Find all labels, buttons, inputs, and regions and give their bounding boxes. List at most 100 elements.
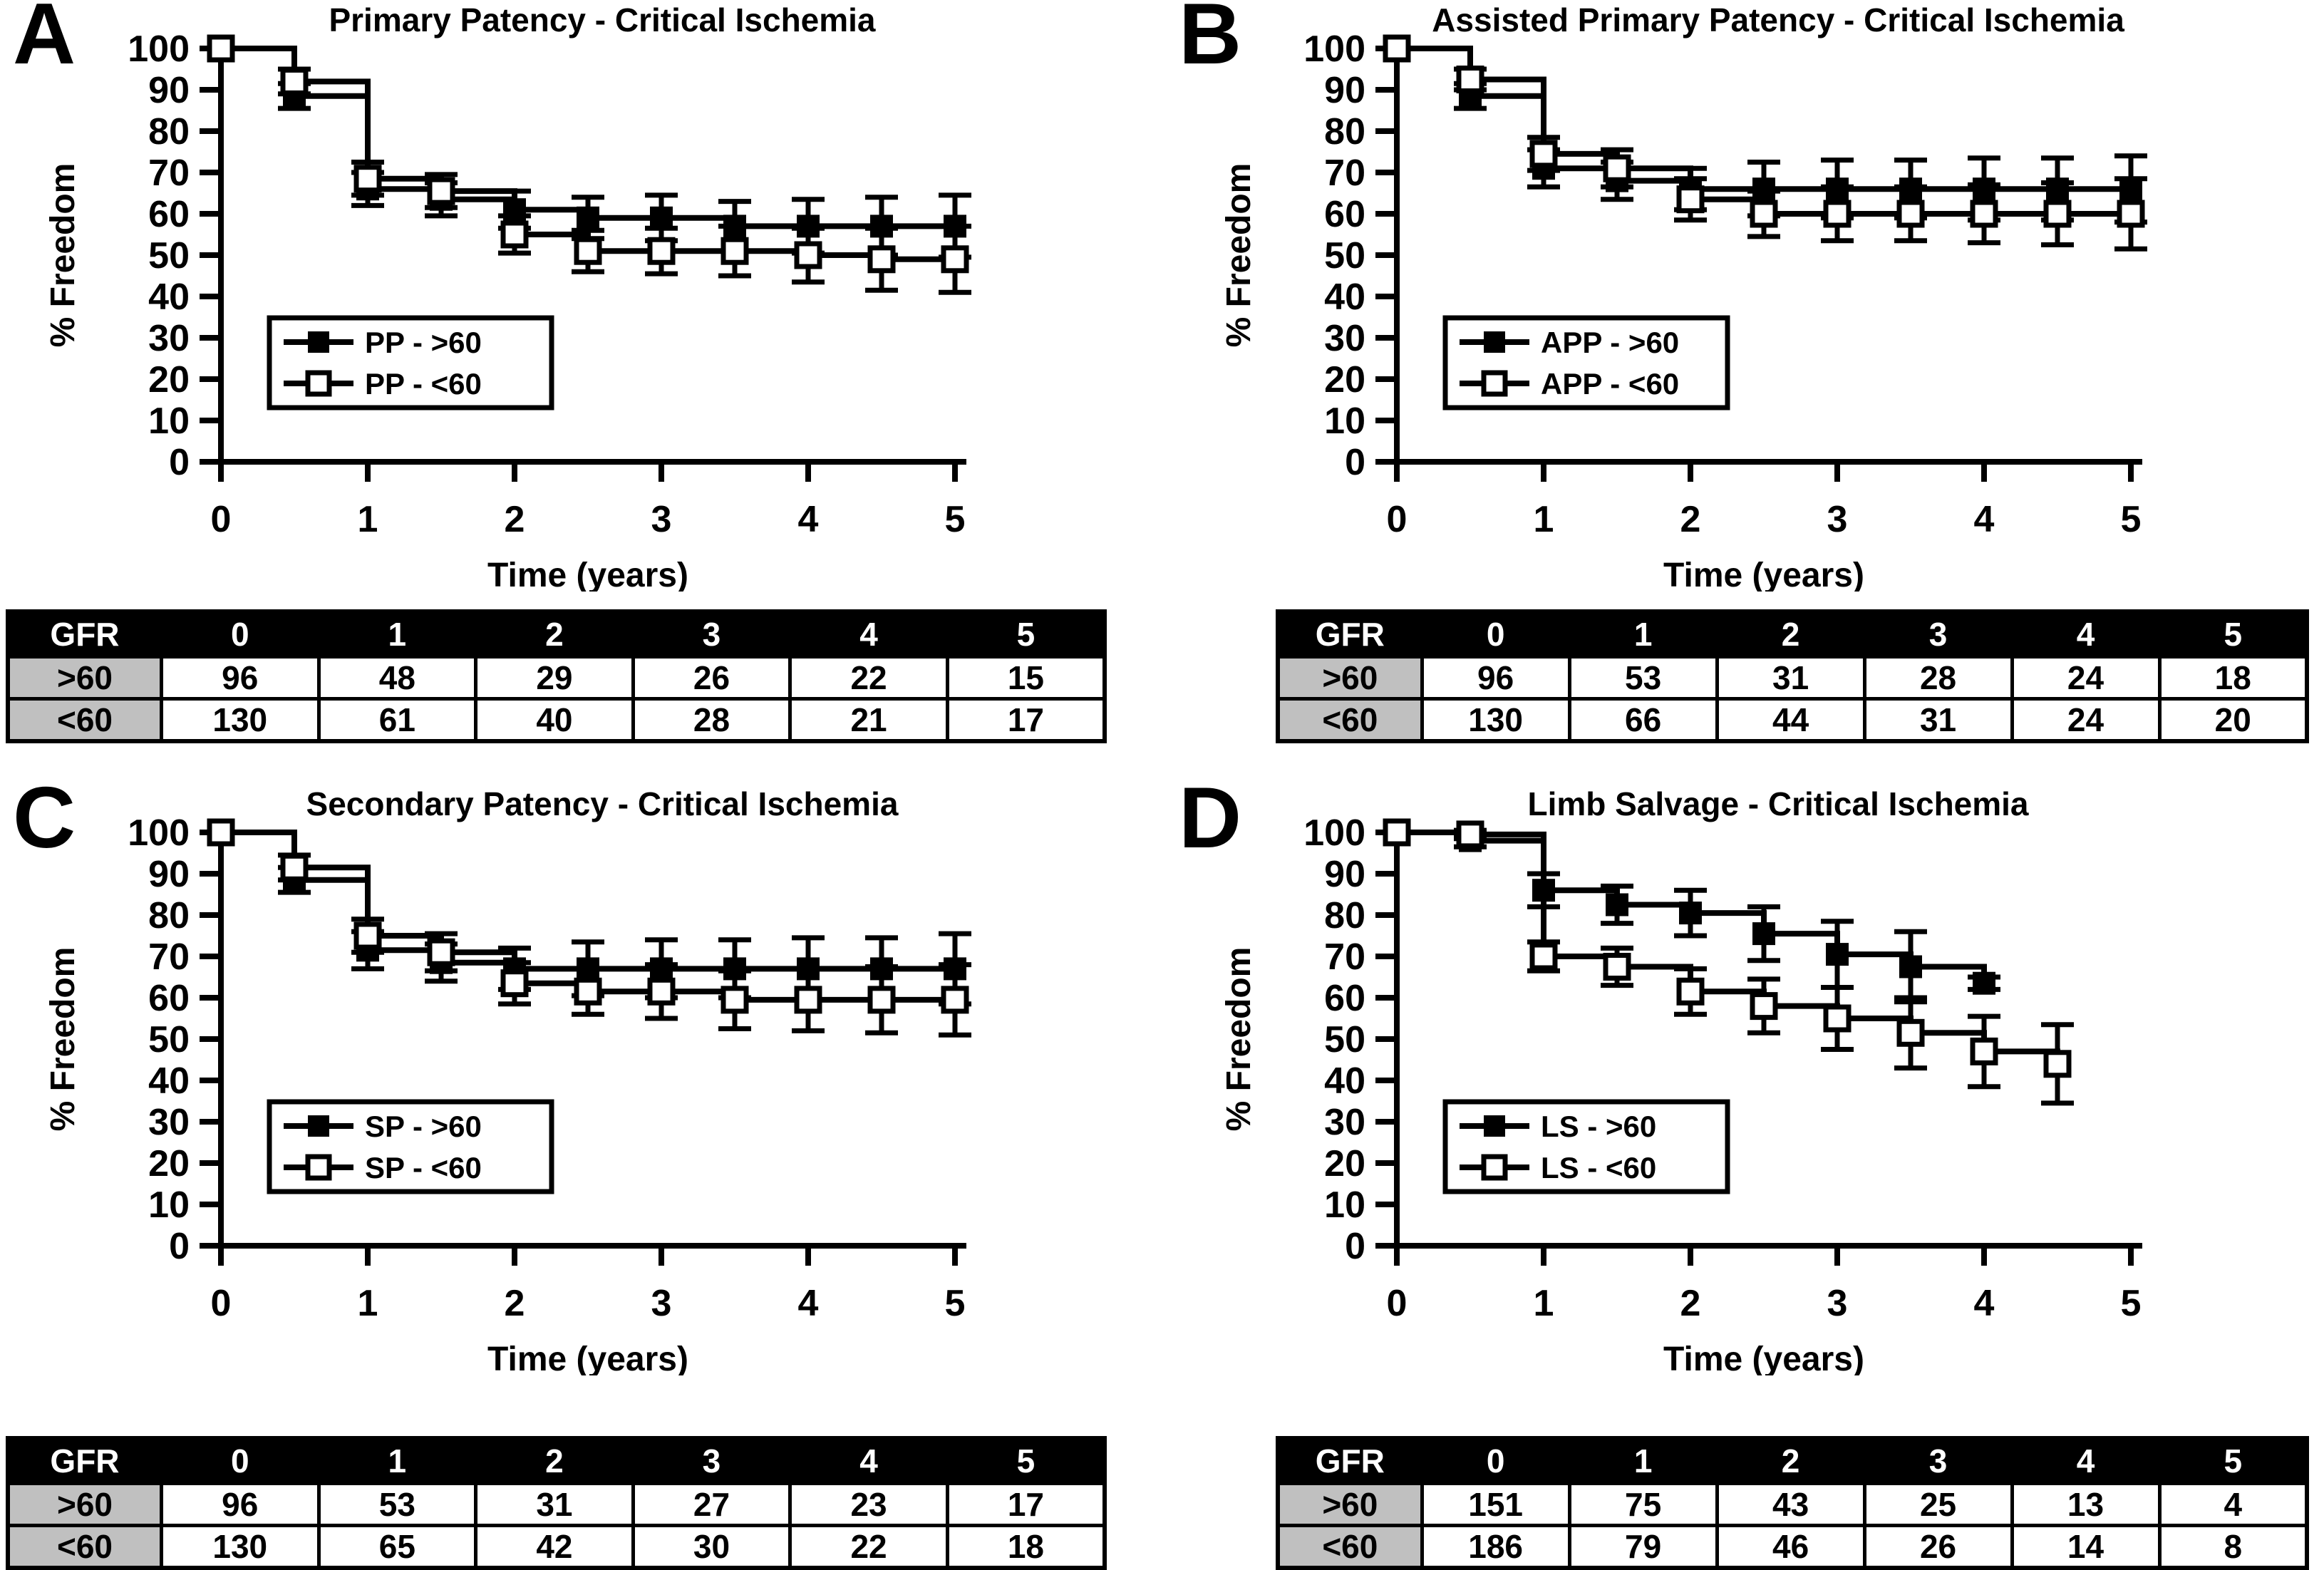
table-header-cell: 2 — [474, 609, 635, 659]
table-cell: 26 — [1862, 1524, 2014, 1570]
marker-filled-square — [944, 957, 966, 981]
table-header-cell: 5 — [945, 609, 1107, 659]
legend-label: APP - >60 — [1541, 326, 1679, 359]
marker-open-square — [1529, 140, 1558, 168]
y-tick-label: 20 — [148, 1143, 190, 1184]
marker-filled-square — [1899, 177, 1922, 201]
y-tick-label: 90 — [1324, 854, 1365, 895]
table-header-cell: 1 — [1567, 609, 1719, 659]
marker-filled-square — [797, 215, 820, 238]
table-cell: 31 — [474, 1482, 635, 1527]
marker-open-square — [941, 245, 969, 274]
x-axis-label: Time (years) — [1663, 557, 1864, 592]
marker-filled-square — [2119, 177, 2142, 201]
row-label-cell: <60 — [1276, 697, 1424, 743]
legend-marker-filled-square — [308, 331, 329, 353]
y-tick-label: 90 — [1324, 70, 1365, 111]
x-tick-label: 1 — [358, 1283, 378, 1324]
marker-open-square — [207, 34, 235, 63]
y-tick-label: 0 — [169, 1226, 190, 1267]
table-header-cell: 5 — [2157, 1436, 2309, 1485]
x-tick-label: 5 — [2121, 499, 2142, 540]
x-tick-label: 4 — [1974, 499, 1995, 540]
table-cell: 30 — [631, 1524, 792, 1570]
km-chart: Primary Patency - Critical Ischemia10090… — [44, 1, 971, 592]
x-tick-label: 0 — [211, 1283, 232, 1324]
y-tick-label: 10 — [1324, 401, 1365, 442]
axes — [1375, 41, 2142, 482]
x-tick-label: 1 — [358, 499, 378, 540]
row-label-cell: >60 — [1276, 1482, 1424, 1527]
marker-filled-square — [650, 206, 673, 229]
table-cell: 130 — [159, 1524, 321, 1570]
table-cell: 75 — [1567, 1482, 1719, 1527]
table-row: >60 96 53 31 28 24 18 — [1276, 655, 2309, 701]
chart-title: Limb Salvage - Critical Ischemia — [1527, 785, 2028, 822]
row-label-cell: <60 — [6, 697, 163, 743]
marker-filled-square — [2046, 177, 2069, 201]
marker-open-square — [427, 177, 455, 205]
panel-letter: C — [13, 769, 76, 866]
marker-open-square — [794, 986, 822, 1014]
y-tick-label: 30 — [148, 318, 190, 359]
marker-open-square — [1603, 953, 1631, 981]
y-tick-label: 80 — [1324, 111, 1365, 153]
table-cell: 44 — [1715, 697, 1866, 743]
panel-a: A Primary Patency - Critical Ischemia 100… — [0, 0, 1162, 784]
legend-marker-open-square — [305, 370, 332, 397]
table-cell: 96 — [1420, 655, 1571, 701]
table-cell: 96 — [159, 1482, 321, 1527]
marker-filled-square — [577, 206, 599, 229]
row-label-cell: >60 — [6, 655, 163, 701]
marker-filled-square — [1679, 902, 1702, 925]
legend-marker-filled-square — [1484, 331, 1505, 353]
table-row: <60 186 79 46 26 14 8 — [1276, 1524, 2309, 1570]
x-axis-label: Time (years) — [487, 557, 688, 592]
y-tick-label: 70 — [1324, 936, 1365, 978]
y-tick-label: 60 — [1324, 978, 1365, 1019]
x-tick-label: 2 — [1680, 1283, 1701, 1324]
marker-open-square — [794, 241, 822, 269]
table-header-cell: 3 — [1862, 1436, 2014, 1485]
y-tick-label: 30 — [1324, 318, 1365, 359]
table-header-cell: 4 — [2010, 609, 2162, 659]
legend-marker-open-square — [1481, 1154, 1508, 1181]
table-cell: 61 — [316, 697, 478, 743]
marker-filled-square — [1752, 177, 1775, 201]
x-tick-label: 3 — [1827, 499, 1848, 540]
table-row: >60 151 75 43 25 13 4 — [1276, 1482, 2309, 1527]
table-cell: 14 — [2010, 1524, 2162, 1570]
table-header-cell: 2 — [474, 1436, 635, 1485]
table-row: <60 130 61 40 28 21 17 — [6, 697, 1107, 743]
table-header-cell: 1 — [316, 609, 478, 659]
table-header-cell: GFR — [1276, 1436, 1424, 1485]
y-tick-label: 70 — [148, 153, 190, 194]
table-cell: 13 — [2010, 1482, 2162, 1527]
marker-filled-square — [650, 957, 673, 981]
marker-filled-square — [870, 215, 893, 238]
legend-marker-filled-square — [308, 1115, 329, 1137]
y-axis-label: % Freedom — [44, 947, 82, 1132]
marker-filled-square — [723, 215, 746, 238]
km-chart: Secondary Patency - Critical Ischemia100… — [44, 785, 971, 1375]
table-row: >60 96 48 29 26 22 15 — [6, 655, 1107, 701]
table-header-cell: 3 — [631, 609, 792, 659]
table-cell: 53 — [1567, 655, 1719, 701]
chart-title: Secondary Patency - Critical Ischemia — [306, 785, 899, 822]
y-tick-label: 20 — [1324, 1143, 1365, 1184]
table-cell: 24 — [2010, 697, 2162, 743]
table-cell: 46 — [1715, 1524, 1866, 1570]
marker-open-square — [647, 977, 676, 1006]
panel-letter: A — [13, 0, 76, 82]
y-tick-label: 50 — [148, 235, 190, 277]
row-label-cell: <60 — [6, 1524, 163, 1570]
table-cell: 18 — [2157, 655, 2309, 701]
y-tick-label: 100 — [128, 812, 190, 854]
km-chart: Assisted Primary Patency - Critical Isch… — [1220, 1, 2147, 592]
marker-filled-square — [1606, 893, 1628, 916]
axes — [200, 41, 966, 482]
panel-letter: B — [1179, 0, 1242, 82]
table-cell: 31 — [1862, 697, 2014, 743]
row-label-cell: >60 — [6, 1482, 163, 1527]
